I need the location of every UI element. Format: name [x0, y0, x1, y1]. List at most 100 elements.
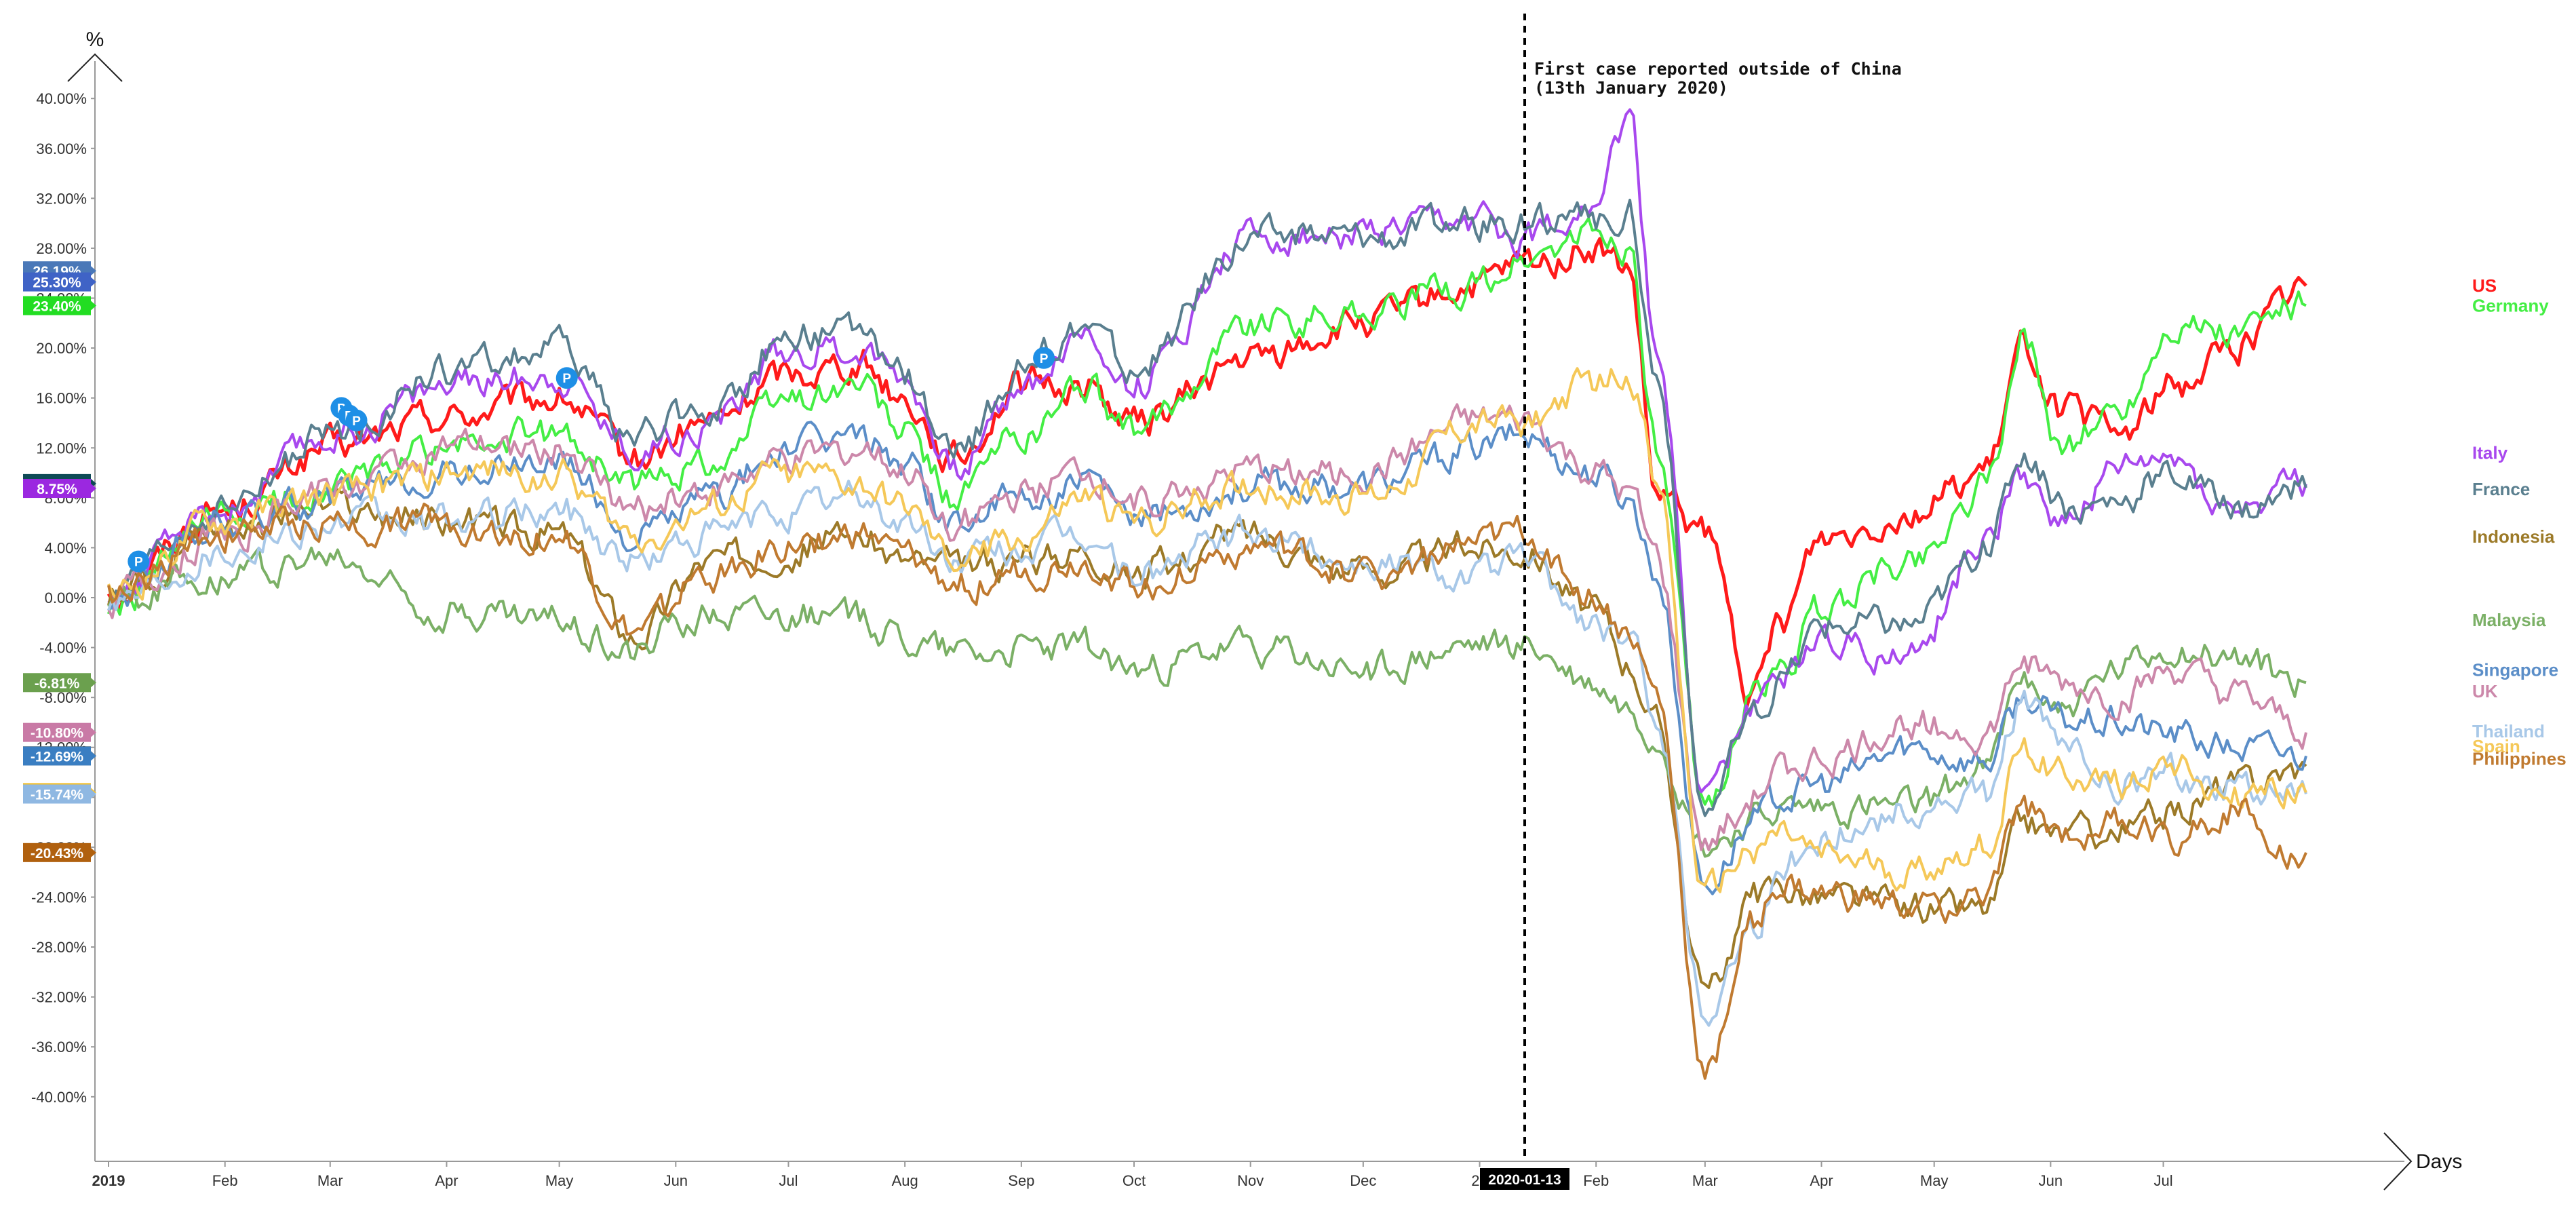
value-badge-text: -10.80%: [31, 726, 84, 741]
y-tick-labels: 40.00%36.00%32.00%28.00%24.00%20.00%16.0…: [31, 90, 87, 1106]
value-badge-pointer: [91, 484, 96, 494]
y-tick-label: -28.00%: [31, 939, 87, 956]
value-badge-bg: [23, 673, 91, 693]
series-label-philippines: Philippines: [2472, 748, 2567, 769]
x-tick-label: Jul: [779, 1172, 798, 1189]
x-tick-label: Sep: [1008, 1172, 1034, 1189]
value-badge-text: -12.69%: [31, 749, 84, 765]
y-tick-label: -24.00%: [31, 889, 87, 906]
y-axis-unit: %: [86, 28, 104, 51]
series-line-us: [106, 237, 2307, 710]
annotation-date-badge: [1480, 1168, 1569, 1190]
p-marker-label: P: [1040, 352, 1049, 366]
series-label-uk: UK: [2472, 681, 2498, 701]
series-label-malaysia: Malaysia: [2472, 610, 2546, 630]
annotation-text-line2: (13th January 2020): [1534, 78, 1728, 98]
x-axis-arrow-icon: [2383, 1132, 2413, 1191]
y-tick-label: -40.00%: [31, 1089, 87, 1106]
left-value-badges: 26.19%25.30%23.40%9.14%8.75%-6.81%-10.80…: [23, 261, 96, 862]
x-tick-label: Feb: [1583, 1172, 1609, 1189]
p-marker-icon[interactable]: [128, 550, 150, 573]
value-badge-pointer: [91, 727, 96, 737]
value-badge-bg: [23, 479, 91, 499]
series-line-thailand: [107, 480, 2307, 1027]
series-label-indonesia: Indonesia: [2472, 526, 2555, 547]
value-badge-pointer: [91, 277, 96, 287]
value-badge-bg: [23, 722, 91, 742]
y-axis-arrow-icon: [67, 53, 123, 82]
x-tick-label: Mar: [1692, 1172, 1718, 1189]
y-tick-label: 0.00%: [45, 589, 87, 606]
y-tick-label: 12.00%: [36, 440, 87, 457]
series-label-us: US: [2472, 275, 2497, 296]
value-badge-text: -6.81%: [35, 676, 80, 691]
p-marker-icon[interactable]: [555, 367, 578, 389]
series-label-france: France: [2472, 479, 2530, 499]
x-tick-label: 2019: [92, 1172, 125, 1189]
series-label-singapore: Singapore: [2472, 660, 2558, 680]
x-tick-label: Jun: [664, 1172, 688, 1189]
p-marker-icon[interactable]: [1033, 347, 1055, 369]
value-badge-text: -20.43%: [31, 846, 84, 862]
value-badge-text: -15.74%: [31, 788, 84, 803]
x-tick-labels: 2019 Feb Mar Apr May Jun Jul Aug Sep Oct Nov Dec 20 F…: [92, 1172, 2173, 1189]
y-tick-label: -8.00%: [39, 689, 87, 706]
series-line-uk: [107, 403, 2307, 851]
series-line-malaysia: [107, 546, 2307, 858]
series-label-germany: Germany: [2472, 296, 2549, 316]
value-badge-text: 25.30%: [33, 275, 81, 291]
annotation-layer: First case reported outside of China (13…: [1480, 14, 1902, 1190]
p-marker-label: P: [352, 414, 361, 429]
value-badge-bg: [23, 746, 91, 766]
y-tick-label: 16.00%: [36, 390, 87, 407]
x-tick-label: Oct: [1123, 1172, 1146, 1189]
series-label-thailand: Thailand: [2472, 721, 2545, 741]
value-badge-pointer: [91, 751, 96, 761]
value-badge-pointer: [91, 789, 96, 799]
x-tick-label: Dec: [1350, 1172, 1376, 1189]
x-axis-label: Days: [2416, 1150, 2462, 1173]
p-marker-label: P: [134, 556, 143, 570]
x-tick-label: Feb: [212, 1172, 238, 1189]
x-tick-label: Jul: [2153, 1172, 2172, 1189]
y-tick-label: -32.00%: [31, 989, 87, 1006]
annotation-date-text: 2020-01-13: [1488, 1172, 1561, 1188]
y-tick-label: -4.00%: [39, 640, 87, 657]
y-tick-label: 4.00%: [45, 539, 87, 556]
x-tick-label: Mar: [317, 1172, 343, 1189]
value-badge-bg: [23, 843, 91, 862]
series-label-italy: Italy: [2472, 443, 2508, 463]
value-badge-bg: [23, 784, 91, 804]
series-line-italy: [107, 108, 2307, 794]
y-tick-label: -36.00%: [31, 1039, 87, 1056]
x-tick-label: Jun: [2039, 1172, 2063, 1189]
value-badge-bg: [23, 272, 91, 292]
y-tick-label: 36.00%: [36, 140, 87, 157]
x-tick-label: May: [545, 1172, 574, 1189]
x-tick-label: May: [1920, 1172, 1949, 1189]
value-badge-pointer: [91, 847, 96, 857]
series-line-philippines: [107, 503, 2307, 1080]
value-badge-text: 23.40%: [33, 299, 81, 315]
grid-layer: [91, 98, 2164, 1167]
x-tick-label: Nov: [1237, 1172, 1264, 1189]
series-label-spain: Spain: [2472, 736, 2520, 756]
value-badge-text: 8.75%: [37, 482, 77, 497]
series-line-spain: [107, 367, 2307, 893]
y-tick-label: 32.00%: [36, 190, 87, 207]
annotation-text-line1: First case reported outside of China: [1534, 59, 1902, 79]
p-marker-label: P: [562, 372, 571, 386]
value-badge-pointer: [91, 266, 96, 276]
value-badge-pointer: [91, 678, 96, 688]
x-tick-label: Apr: [1810, 1172, 1833, 1189]
x-tick-label: Apr: [435, 1172, 458, 1189]
series-line-singapore: [108, 421, 2307, 895]
value-badge-pointer: [91, 301, 96, 311]
p-marker-layer: PPPPPP: [128, 347, 1055, 573]
y-tick-label: 28.00%: [36, 240, 87, 257]
axis-layer: % Days: [67, 28, 2462, 1191]
p-marker-icon[interactable]: [345, 409, 368, 431]
x-tick-label: Aug: [892, 1172, 918, 1189]
